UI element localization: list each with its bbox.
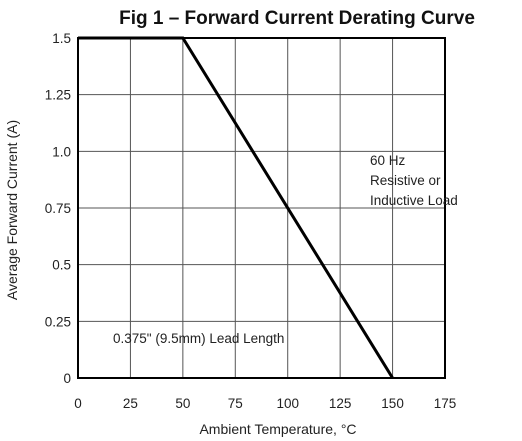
annotation-line: 0.375" (9.5mm) Lead Length [113,331,284,346]
x-tick-label-2: 50 [175,396,190,411]
y-tick-label-4: 1.0 [52,144,71,159]
x-tick-label-0: 0 [74,396,82,411]
x-tick-label-3: 75 [228,396,243,411]
annotation-load-type: 60 Hz Resistive or Inductive Load [370,153,458,208]
annotation-lead-length: 0.375" (9.5mm) Lead Length [113,331,284,346]
derating-series-line-0 [78,36,394,379]
grid [77,37,446,379]
annotation-line: Resistive or [370,173,441,188]
x-axis-label: Ambient Temperature, °C [199,421,356,437]
x-tick-label-4: 100 [276,396,299,411]
y-tick-label-1: 0.25 [45,314,71,329]
chart-title: Fig 1 – Forward Current Derating Curve [119,8,475,29]
y-axis-label: Average Forward Current (A) [4,120,20,300]
y-tick-labels: 0 0.25 0.5 0.75 1.0 1.25 1.5 [45,31,71,386]
annotations: 60 Hz Resistive or Inductive Load 0.375" (9… [113,153,458,346]
x-tick-label-7: 175 [434,396,457,411]
x-tick-label-1: 25 [123,396,138,411]
annotation-line: Inductive Load [370,193,458,208]
y-tick-label-3: 0.75 [45,201,71,216]
series-layer [78,36,394,379]
y-tick-label-2: 0.5 [52,258,71,273]
y-tick-label-5: 1.25 [45,88,71,103]
x-tick-label-6: 150 [381,396,404,411]
x-tick-labels: 0 25 50 75 100 125 150 175 [74,396,456,411]
annotation-line: 60 Hz [370,153,406,168]
plot-frame [77,37,446,379]
y-tick-label-0: 0 [63,371,71,386]
y-tick-label-6: 1.5 [52,31,71,46]
x-tick-label-5: 125 [329,396,352,411]
